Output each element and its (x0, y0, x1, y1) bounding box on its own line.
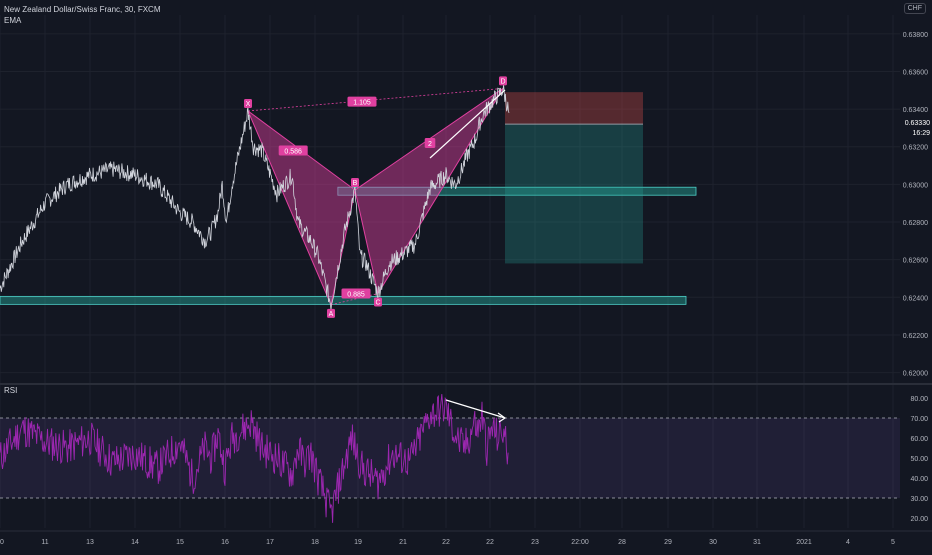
pattern-point-x-badge (244, 98, 252, 108)
symbol-title: New Zealand Dollar/Swiss Franc, 30, FXCM (4, 5, 161, 14)
x-tick-label: 18 (311, 539, 319, 546)
pattern-point-c-badge (374, 297, 382, 307)
rsi-divergence-arrowhead (497, 412, 507, 423)
pattern-point-a: A (329, 311, 334, 318)
pattern-point-d-badge (499, 76, 507, 86)
y-tick-label: 0.62600 (903, 258, 928, 265)
y-tick-label: 0.62800 (903, 220, 928, 227)
pattern-point-x: X (246, 101, 251, 108)
x-tick-label: 17 (266, 539, 274, 546)
x-tick-label: 28 (618, 539, 626, 546)
take-profit-box (505, 124, 643, 264)
pattern-point-d: D (500, 78, 505, 85)
trend-arrow (429, 89, 506, 159)
x-tick-label: 5 (891, 539, 895, 546)
x-tick-label: 22 (442, 539, 450, 546)
last-price-tag: 0.63330 16:29 (901, 119, 932, 141)
x-tick-label: 22 (486, 539, 494, 546)
y-tick-label: 0.63000 (903, 182, 928, 189)
ratio-badge (424, 137, 436, 148)
x-tick-label: 29 (664, 539, 672, 546)
x-tick-label: 10 (0, 539, 4, 546)
x-tick-label: 19 (354, 539, 362, 546)
x-tick-label: 21 (399, 539, 407, 546)
y-tick-label: 0.63400 (903, 107, 928, 114)
currency-badge[interactable]: CHF (903, 3, 926, 14)
chart-legend: New Zealand Dollar/Swiss Franc, 30, FXCM… (4, 4, 161, 26)
x-tick-label: 15 (176, 539, 184, 546)
last-price-value: 0.63330 (904, 120, 930, 127)
last-price-countdown: 16:29 (912, 130, 930, 137)
ratio-label: 0.586 (284, 149, 302, 156)
ratio-label: 0.885 (347, 292, 365, 299)
x-tick-label: 14 (131, 539, 139, 546)
rsi-series-line (0, 393, 509, 523)
rsi-tick-label: 40.00 (910, 476, 928, 483)
x-tick-label: 23 (531, 539, 539, 546)
rsi-tick-label: 30.00 (910, 496, 928, 503)
pattern-point-b-badge (351, 178, 359, 188)
price-series-line (0, 84, 510, 311)
rsi-tick-label: 60.00 (910, 436, 928, 443)
x-tick-label: 13 (86, 539, 94, 546)
x-tick-label: 11 (41, 539, 48, 546)
ratio-badge (341, 288, 371, 299)
y-tick-label: 0.63800 (903, 32, 928, 39)
y-tick-label: 0.63600 (903, 69, 928, 76)
pattern-point-a-badge (327, 308, 335, 318)
rsi-tick-label: 80.00 (910, 396, 928, 403)
x-tick-label: 16 (221, 539, 229, 546)
x-tick-label: 22:00 (571, 539, 589, 546)
ratio-label: 1.105 (353, 100, 371, 107)
x-tick-label: 2021 (796, 539, 812, 546)
x-tick-label: 4 (846, 539, 850, 546)
rsi-tick-label: 50.00 (910, 456, 928, 463)
y-tick-label: 0.63200 (903, 145, 928, 152)
rsi-tick-label: 20.00 (910, 516, 928, 523)
ratio-badge (347, 96, 377, 107)
rsi-divergence-arrow (445, 399, 506, 419)
y-tick-label: 0.62000 (903, 371, 928, 378)
zone-resistance (337, 186, 697, 196)
pattern-point-c: C (375, 300, 380, 307)
stop-loss-box (505, 92, 643, 125)
x-tick-label: 30 (709, 539, 717, 546)
pattern-xd-line (247, 88, 504, 112)
rsi-tick-label: 70.00 (910, 416, 928, 423)
x-tick-label: 31 (753, 539, 761, 546)
pattern-point-b: B (353, 180, 358, 187)
ratio-label: 2 (428, 141, 432, 148)
ratio-badge (278, 145, 308, 156)
indicator-name: EMA (4, 16, 22, 25)
y-tick-label: 0.62200 (903, 333, 928, 340)
rsi-label: RSI (4, 386, 18, 395)
rsi-band-fill (0, 418, 900, 498)
y-tick-label: 0.62400 (903, 295, 928, 302)
